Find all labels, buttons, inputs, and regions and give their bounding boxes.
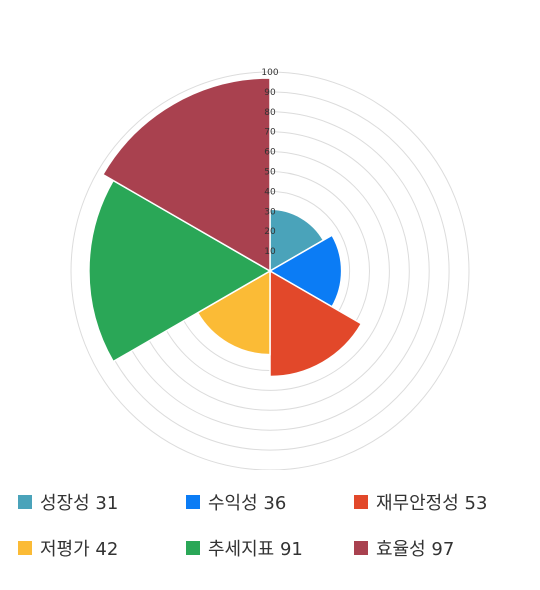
tick-label: 20: [264, 227, 276, 237]
chart-sectors: [88, 77, 363, 378]
legend: 성장성 31 수익성 36 재무안정성 53 저평가 42 추세지표 91 효율…: [0, 478, 540, 578]
legend-item-trend-indicator[interactable]: 추세지표 91: [186, 536, 303, 560]
tick-label: 90: [264, 88, 276, 98]
legend-item-efficiency[interactable]: 효율성 97: [354, 536, 454, 560]
sector-6[interactable]: [101, 77, 271, 273]
sector-5[interactable]: [88, 179, 272, 363]
legend-swatch: [186, 541, 200, 555]
tick-label: 80: [264, 108, 276, 118]
tick-label: 10: [264, 247, 276, 257]
sector-3[interactable]: [269, 269, 363, 378]
legend-swatch: [18, 541, 32, 555]
radial-tick-labels: 100 90 80 70 60 50 40 30 20 10: [261, 68, 278, 257]
legend-label: 재무안정성 53: [376, 493, 488, 514]
legend-item-undervaluation[interactable]: 저평가 42: [18, 536, 118, 560]
sector-4[interactable]: [196, 269, 271, 356]
legend-item-growth[interactable]: 성장성 31: [18, 490, 118, 514]
legend-swatch: [186, 495, 200, 509]
legend-item-profitability[interactable]: 수익성 36: [186, 490, 286, 514]
sector-1[interactable]: [269, 208, 325, 273]
grid-ring: [70, 71, 470, 470]
polar-area-chart: 100 90 80 70 60 50 40 30 20 10: [70, 68, 470, 470]
legend-item-financial-stability[interactable]: 재무안정성 53: [354, 490, 487, 514]
sector-2[interactable]: [268, 234, 343, 308]
legend-swatch: [354, 541, 368, 555]
tick-label: 60: [264, 148, 276, 158]
legend-swatch: [354, 495, 368, 509]
legend-label: 저평가 42: [40, 539, 119, 560]
tick-label: 40: [264, 187, 276, 197]
legend-swatch: [18, 495, 32, 509]
tick-label: 100: [261, 68, 278, 78]
tick-label: 50: [264, 168, 276, 178]
tick-label: 70: [264, 128, 276, 138]
legend-label: 수익성 36: [208, 493, 287, 514]
legend-label: 추세지표 91: [208, 539, 303, 560]
tick-label: 30: [264, 207, 276, 217]
legend-label: 효율성 97: [376, 539, 455, 560]
legend-label: 성장성 31: [40, 493, 119, 514]
